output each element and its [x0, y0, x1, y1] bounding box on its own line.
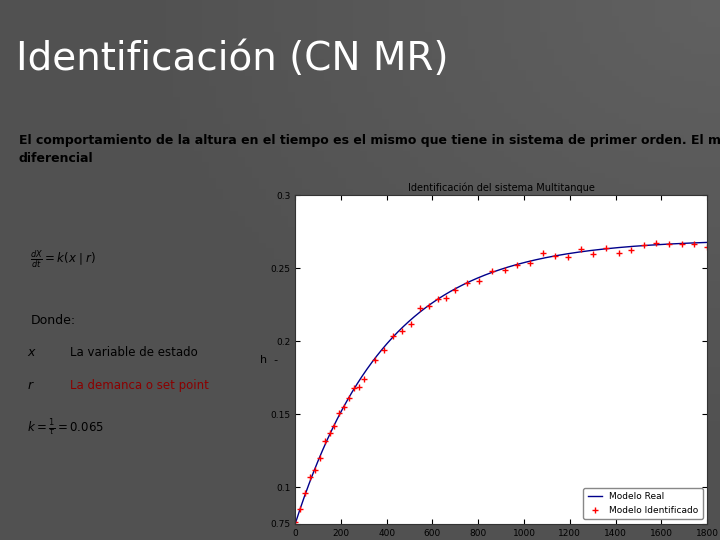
Modelo Identificado — [310, 467, 319, 473]
Modelo Identificado — [407, 321, 415, 327]
Text: Donde:: Donde: — [30, 314, 76, 327]
Modelo Identificado — [500, 267, 509, 273]
Modelo Identificado — [551, 253, 559, 259]
Modelo Real — [612, 245, 621, 251]
Modelo Identificado — [315, 454, 324, 461]
Modelo Identificado — [576, 246, 585, 253]
Legend: Modelo Real, Modelo Identificado: Modelo Real, Modelo Identificado — [583, 488, 703, 519]
Text: $x$: $x$ — [27, 346, 37, 359]
Modelo Identificado — [487, 268, 496, 274]
Modelo Real — [291, 521, 300, 527]
Title: Identificación del sistema Multitanque: Identificación del sistema Multitanque — [408, 183, 595, 193]
Modelo Identificado — [462, 279, 471, 286]
Text: $k = \frac{1}{\tau} = 0.065$: $k = \frac{1}{\tau} = 0.065$ — [27, 418, 104, 438]
Modelo Identificado — [602, 245, 611, 252]
Modelo Identificado — [442, 295, 451, 301]
Modelo Identificado — [639, 242, 648, 248]
Modelo Real — [333, 416, 341, 422]
Modelo Identificado — [451, 287, 459, 294]
Modelo Identificado — [350, 385, 359, 392]
Modelo Identificado — [627, 247, 636, 254]
Modelo Identificado — [678, 240, 686, 247]
Modelo Identificado — [320, 438, 329, 444]
Modelo Identificado — [526, 260, 534, 266]
Line: Modelo Identificado: Modelo Identificado — [292, 239, 711, 526]
Modelo Real — [457, 282, 466, 288]
Modelo Identificado — [513, 262, 522, 268]
Modelo Identificado — [345, 395, 354, 402]
Modelo Identificado — [397, 327, 406, 334]
Modelo Identificado — [330, 423, 338, 429]
Modelo Identificado — [589, 251, 598, 257]
Modelo Identificado — [652, 239, 661, 246]
Modelo Real — [472, 275, 481, 282]
Modelo Identificado — [340, 404, 348, 410]
Modelo Identificado — [389, 333, 397, 339]
Modelo Real — [703, 239, 711, 246]
Modelo Identificado — [371, 356, 379, 363]
Text: $r$: $r$ — [27, 379, 35, 392]
Modelo Identificado — [539, 249, 547, 256]
Line: Modelo Real: Modelo Real — [295, 242, 707, 524]
Modelo Identificado — [359, 375, 368, 382]
Modelo Identificado — [475, 278, 484, 284]
Modelo Identificado — [325, 429, 334, 436]
Modelo Identificado — [291, 519, 300, 525]
Modelo Identificado — [335, 410, 343, 416]
Modelo Identificado — [703, 244, 711, 250]
Modelo Identificado — [301, 490, 310, 496]
Modelo Identificado — [424, 303, 433, 309]
Text: Identificación (CN MR): Identificación (CN MR) — [16, 40, 449, 78]
Text: La variable de estado: La variable de estado — [71, 346, 198, 359]
Modelo Identificado — [305, 474, 314, 481]
Text: $\frac{dX}{dt}  =  k(x \mid r)$: $\frac{dX}{dt} = k(x \mid r)$ — [30, 248, 96, 271]
Modelo Identificado — [296, 506, 305, 512]
Modelo Real — [574, 249, 582, 255]
Modelo Identificado — [433, 296, 442, 302]
Modelo Identificado — [380, 347, 389, 353]
Modelo Identificado — [415, 305, 424, 311]
Modelo Identificado — [614, 250, 623, 256]
Text: El comportamiento de la altura en el tiempo es el mismo que tiene in sistema de : El comportamiento de la altura en el tie… — [19, 134, 720, 165]
Text: La demanca o set point: La demanca o set point — [71, 379, 209, 392]
Y-axis label: h  -: h - — [260, 355, 278, 365]
Modelo Identificado — [690, 240, 698, 247]
Modelo Real — [619, 244, 628, 251]
Modelo Identificado — [564, 254, 572, 260]
Modelo Identificado — [665, 240, 673, 247]
Modelo Identificado — [355, 383, 364, 390]
